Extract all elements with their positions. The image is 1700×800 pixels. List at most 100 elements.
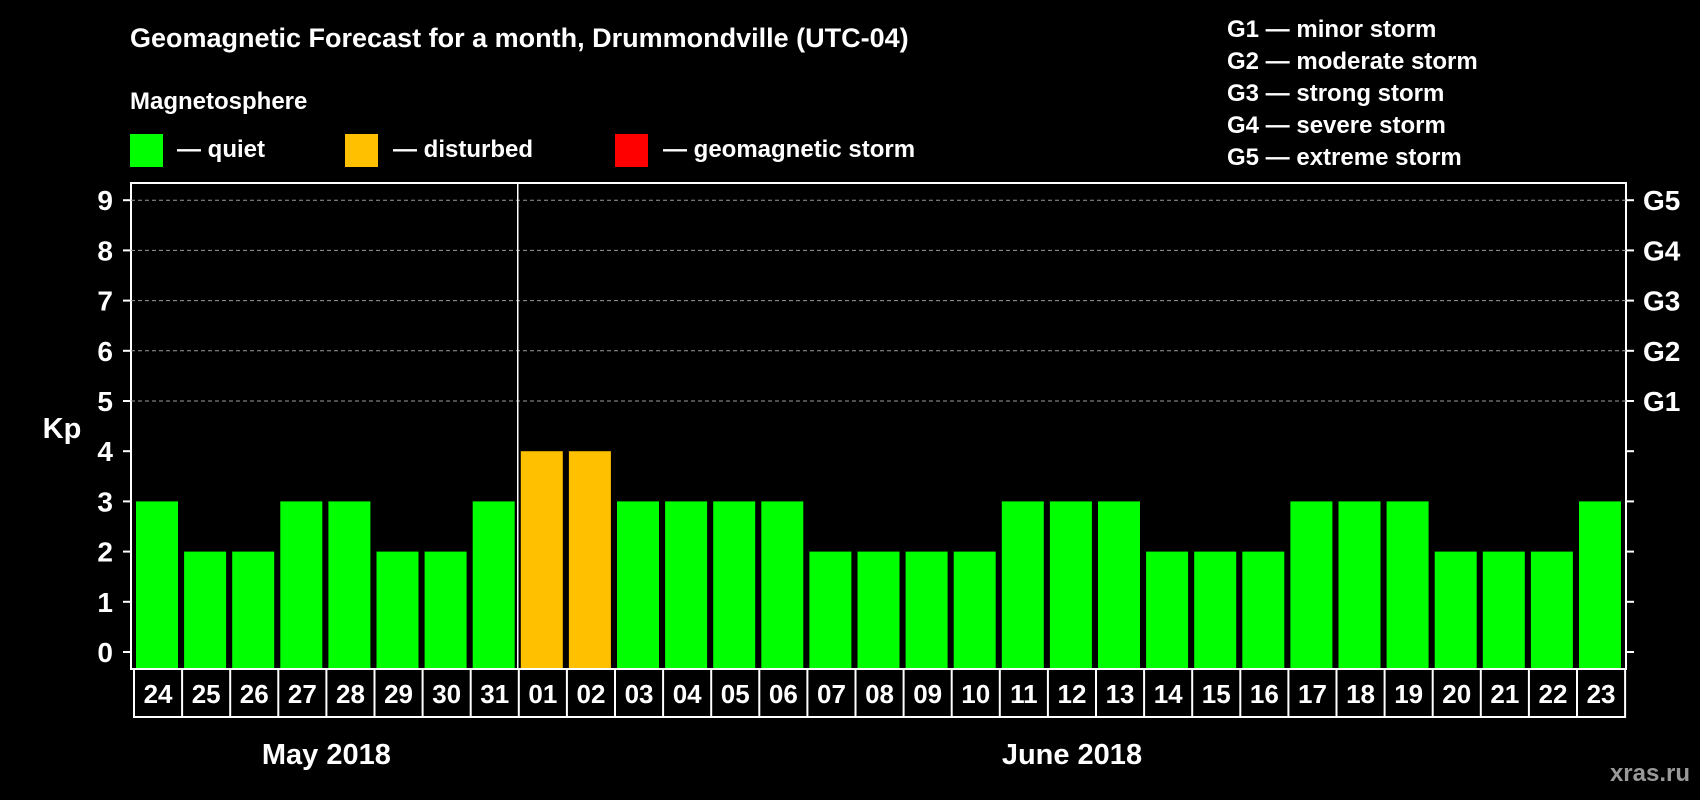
- bar-11: [1001, 501, 1044, 668]
- bar-23: [1579, 501, 1621, 668]
- chart-title: Geomagnetic Forecast for a month, Drummo…: [130, 23, 909, 53]
- bar-20: [1434, 551, 1477, 668]
- date-labels: 24 25 26 27 28 29 30 31 01 02 03 04 05 06 07 08 09 10 11 12…: [133, 668, 1627, 718]
- bar-03: [617, 501, 659, 668]
- legend-label-storm: — geomagnetic storm: [663, 136, 915, 163]
- y-tick-label: 1: [97, 587, 113, 618]
- date-label-21: 21: [1490, 679, 1519, 709]
- legend-label-quiet: — quiet: [177, 136, 265, 163]
- date-label-13: 13: [1106, 679, 1135, 709]
- bar-30: [424, 551, 467, 668]
- y-tick-label: 5: [97, 386, 113, 417]
- date-label-11: 11: [1010, 679, 1038, 709]
- bar-05: [713, 501, 756, 668]
- bar-24: [136, 501, 178, 668]
- date-label-30: 30: [432, 679, 461, 709]
- bar-10: [953, 551, 996, 668]
- bar-04: [665, 501, 708, 668]
- bar-28: [328, 501, 371, 668]
- storm-scale-g5: G5 — extreme storm: [1227, 144, 1462, 171]
- date-label-20: 20: [1442, 679, 1471, 709]
- date-label-22: 22: [1538, 679, 1567, 709]
- grid-lines: [131, 199, 1626, 402]
- date-label-01: 01: [528, 679, 557, 709]
- storm-scale-g1: G1 — minor storm: [1227, 16, 1436, 43]
- date-label-03: 03: [625, 679, 654, 709]
- y-tick-label: 3: [97, 486, 113, 517]
- bar-13: [1098, 501, 1140, 668]
- date-label-18: 18: [1346, 679, 1375, 709]
- date-label-02: 02: [576, 679, 605, 709]
- bar-17: [1290, 501, 1333, 668]
- right-axis-label-g5: G5: [1643, 185, 1680, 216]
- y-tick-label: 7: [97, 286, 113, 317]
- bars: [136, 451, 1621, 668]
- date-label-27: 27: [288, 679, 317, 709]
- legend-swatch-quiet: [130, 134, 163, 167]
- bar-14: [1146, 551, 1189, 668]
- date-label-24: 24: [144, 679, 173, 709]
- bar-18: [1338, 501, 1381, 668]
- date-axis-frame: [133, 668, 1627, 718]
- date-label-15: 15: [1202, 679, 1231, 709]
- date-label-07: 07: [817, 679, 846, 709]
- y-tick-label: 6: [97, 336, 113, 367]
- bar-16: [1242, 551, 1285, 668]
- date-label-05: 05: [721, 679, 750, 709]
- bar-26: [232, 551, 275, 668]
- right-axis-label-g1: G1: [1643, 386, 1680, 417]
- y-tick-label: 2: [97, 537, 113, 568]
- date-label-12: 12: [1057, 679, 1086, 709]
- legend-title: Magnetosphere: [130, 88, 307, 115]
- date-label-06: 06: [769, 679, 798, 709]
- y-axis-label: Kp: [43, 413, 82, 445]
- bar-12: [1049, 501, 1092, 668]
- date-label-26: 26: [240, 679, 269, 709]
- legend-swatch-disturbed: [345, 134, 378, 167]
- legend-swatch-storm: [615, 134, 648, 167]
- watermark: xras.ru: [1610, 760, 1690, 787]
- bar-27: [280, 501, 323, 668]
- storm-scale-g3: G3 — strong storm: [1227, 80, 1444, 107]
- y-tick-label: 4: [97, 436, 113, 467]
- y-tick-label: 8: [97, 235, 113, 266]
- month-label: May 2018: [262, 739, 391, 771]
- bar-07: [809, 551, 852, 668]
- date-label-16: 16: [1250, 679, 1279, 709]
- date-label-25: 25: [192, 679, 221, 709]
- date-label-04: 04: [673, 679, 702, 709]
- right-axis-label-g4: G4: [1643, 235, 1681, 266]
- date-label-14: 14: [1154, 679, 1183, 709]
- date-label-09: 09: [913, 679, 942, 709]
- date-label-19: 19: [1394, 679, 1423, 709]
- bar-22: [1530, 551, 1573, 668]
- axis-ticks: 0 1 2 3 4 5 6 7 8 9 G1 G2 G3 G4 G5: [97, 185, 1680, 668]
- bar-15: [1194, 551, 1237, 668]
- bar-08: [857, 551, 900, 668]
- storm-scale-g2: G2 — moderate storm: [1227, 48, 1478, 75]
- y-tick-label: 9: [97, 185, 113, 216]
- bar-01: [520, 451, 563, 668]
- bar-25: [184, 551, 227, 668]
- date-label-29: 29: [384, 679, 413, 709]
- bar-02: [568, 451, 611, 668]
- bar-31: [472, 501, 515, 668]
- right-axis-label-g3: G3: [1643, 286, 1680, 317]
- legend-label-disturbed: — disturbed: [393, 136, 533, 163]
- date-label-23: 23: [1587, 679, 1616, 709]
- bar-06: [761, 501, 804, 668]
- date-label-28: 28: [336, 679, 365, 709]
- right-axis-label-g2: G2: [1643, 336, 1680, 367]
- month-labels: May 2018 June 2018: [262, 739, 1142, 771]
- month-label: June 2018: [1002, 739, 1142, 771]
- date-label-17: 17: [1298, 679, 1327, 709]
- y-tick-label: 0: [97, 637, 113, 668]
- bar-09: [905, 551, 948, 668]
- storm-scale-g4: G4 — severe storm: [1227, 112, 1446, 139]
- bar-21: [1482, 551, 1525, 668]
- bar-19: [1386, 501, 1429, 668]
- date-label-10: 10: [961, 679, 990, 709]
- bar-29: [376, 551, 419, 668]
- date-label-08: 08: [865, 679, 894, 709]
